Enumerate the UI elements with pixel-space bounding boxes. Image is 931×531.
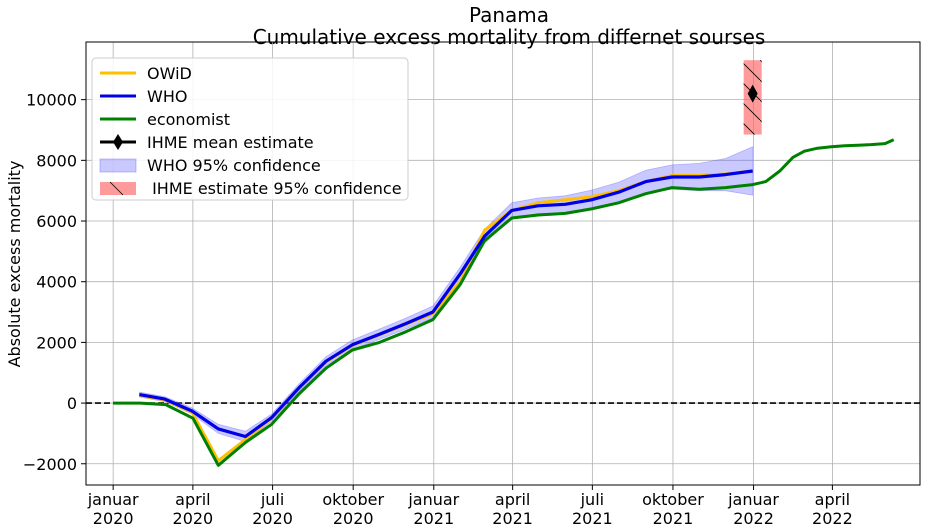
- x-axis: januar 2020 april 2020 juli 2020 oktober 2020 ja…: [87, 485, 853, 528]
- y-tick-label: 6000: [36, 212, 77, 231]
- ihme-layer: [743, 60, 762, 135]
- legend-entry-who-confidence-swatch: [99, 158, 137, 173]
- x-tick-label: juli 2020: [252, 490, 293, 528]
- x-tick-label: april 2020: [173, 490, 214, 528]
- legend-entry-who-label: WHO: [147, 87, 187, 106]
- y-tick-label: 2000: [36, 333, 77, 352]
- y-axis: −2000 0 2000 4000 6000 8000 10000: [23, 91, 86, 474]
- y-tick-label: 10000: [26, 91, 77, 110]
- ihme-mean-marker: [747, 84, 758, 103]
- x-tick-label: januar 2020: [87, 490, 139, 528]
- legend-entry-who-confidence-label: WHO 95% confidence: [147, 156, 321, 175]
- x-tick-label: oktober 2020: [322, 490, 384, 528]
- x-tick-label: januar 2021: [407, 490, 459, 528]
- x-tick-label: april 2022: [812, 490, 853, 528]
- chart-subtitle: Cumulative excess mortality from differn…: [253, 25, 766, 49]
- legend-entry-ihme-confidence-swatch: [100, 182, 136, 195]
- legend-entry-ihme-confidence-hatch: [109, 181, 124, 196]
- series-line-owid: [139, 169, 753, 463]
- chart-title: Panama: [469, 3, 549, 27]
- series-layer: [113, 138, 895, 467]
- legend-entry-ihme-mean-diamond: [113, 134, 123, 150]
- legend: OWiD WHO economist IHME mean estimate WHO 95…: [91, 57, 409, 201]
- y-tick-label: −2000: [23, 455, 77, 474]
- x-tick-label: juli 2021: [572, 490, 613, 528]
- legend-entry-economist-label: economist: [147, 110, 230, 129]
- x-tick-label: januar 2022: [727, 490, 779, 528]
- y-tick-label: 0: [67, 394, 77, 413]
- legend-entry-ihme-mean-label: IHME mean estimate: [147, 133, 314, 152]
- series-line-economist: [113, 138, 895, 467]
- legend-box: [91, 57, 409, 201]
- y-tick-label: 8000: [36, 151, 77, 170]
- plot-frame: [85, 41, 921, 486]
- y-axis-label: Absolute excess mortality: [5, 161, 24, 368]
- legend-entry-owid-label: OWiD: [147, 64, 192, 83]
- series-line-who: [139, 169, 753, 439]
- x-tick-label: april 2021: [492, 490, 533, 528]
- y-tick-label: 4000: [36, 273, 77, 292]
- x-tick-label: oktober 2021: [642, 490, 704, 528]
- legend-entry-ihme-confidence-label: IHME estimate 95% confidence: [147, 179, 402, 198]
